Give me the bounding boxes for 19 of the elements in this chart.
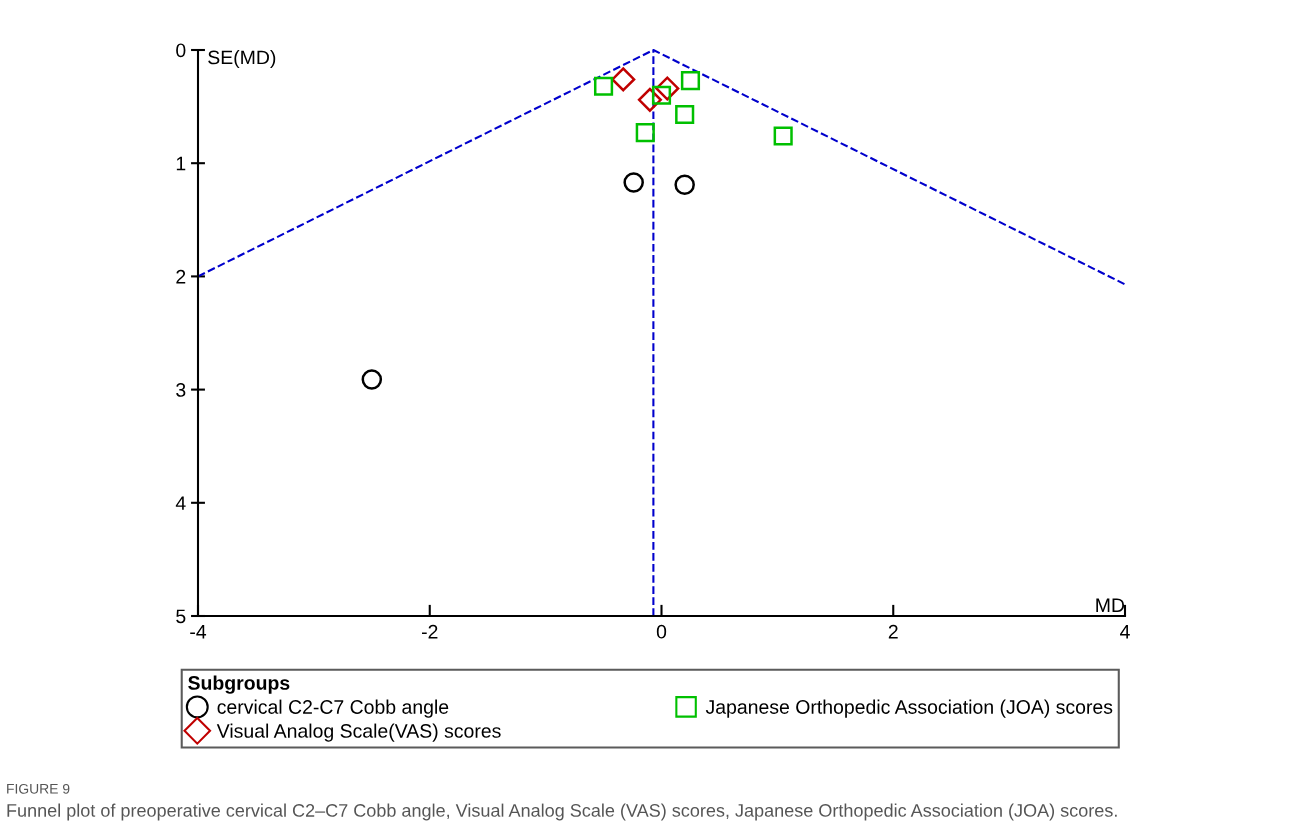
- x-tick-label: 0: [656, 624, 667, 639]
- text: Funnel plot of preoperative cervical C2–C7 Cobb angle, Visual Analog Scale (VAS) scores, Japanese Orthopedic Association (JOA) scores.: [7, 803, 1117, 821]
- y-axis-title: SE(MD): [208, 50, 276, 69]
- x-axis-title: MD: [1096, 598, 1125, 612]
- x-tick-label: 4: [1120, 625, 1130, 639]
- y-tick-label: 4: [175, 496, 186, 510]
- y-tick-label: 1: [176, 156, 186, 171]
- x-tick-label: -2: [421, 624, 438, 639]
- legend-title: Subgroups: [188, 675, 290, 694]
- y-tick-label: 2: [176, 269, 186, 284]
- x-tick-label: 2: [888, 624, 898, 639]
- legend-label: Japanese Orthopedic Association (JOA) scores: [705, 699, 1113, 718]
- x-tick-label: -4: [190, 625, 207, 639]
- legend-label: cervical C2-C7 Cobb angle: [217, 699, 449, 718]
- y-tick-label: 3: [176, 383, 186, 397]
- y-tick-label: 0: [176, 43, 186, 58]
- y-tick-label: 5: [176, 609, 186, 624]
- caption: FIGURE 9: [7, 783, 70, 794]
- legend-label: Visual Analog Scale(VAS) scores: [216, 723, 501, 742]
